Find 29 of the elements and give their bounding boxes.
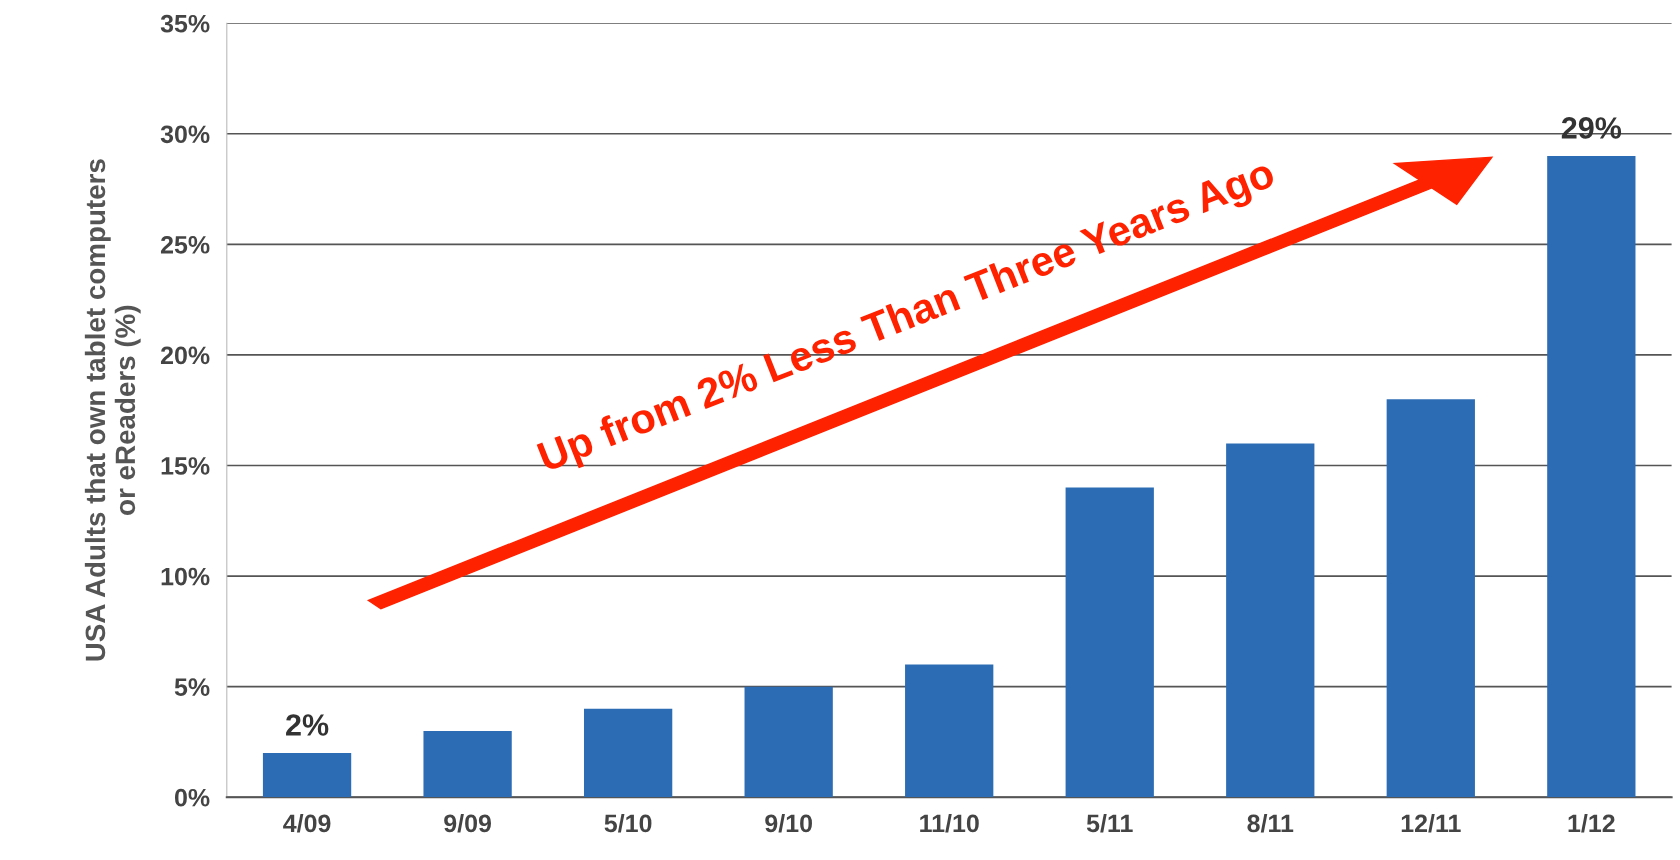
x-tick-label: 1/12 [1568,813,1615,833]
y-tick-label: 15% [161,457,210,475]
bar [583,708,673,798]
x-tick-label: 9/10 [765,813,812,833]
x-tick-label: 8/11 [1247,813,1294,833]
annotation: Up from 2% Less Than Three Years Ago [536,156,1280,480]
x-tick-label: 5/11 [1086,813,1133,833]
y-axis-title: USA Adults that own tablet computers or eReaders (%) [84,159,141,661]
bar [262,752,352,798]
y-tick-label: 35% [160,14,210,33]
bar [423,730,512,798]
y-tick-label: 25% [160,235,210,254]
y-tick-label: 20% [160,346,210,365]
y-tick-label: 0% [174,788,210,807]
bar [1065,487,1154,798]
y-tick-label: 5% [174,678,210,696]
x-tick-label: 11/10 [920,813,979,833]
bar [905,664,994,798]
y-tick-label: 30% [160,125,210,144]
data-label: 2% [286,714,329,736]
y-tick-label: 10% [161,567,210,586]
x-tick-label: 5/10 [604,813,652,833]
x-tick-label: 12/11 [1401,813,1461,833]
x-tick-label: 9/09 [444,813,491,833]
bar [744,686,833,798]
bar [1547,155,1636,798]
bar [1386,399,1475,798]
bar [1226,443,1315,798]
x-tick-label: 4/09 [283,813,331,833]
